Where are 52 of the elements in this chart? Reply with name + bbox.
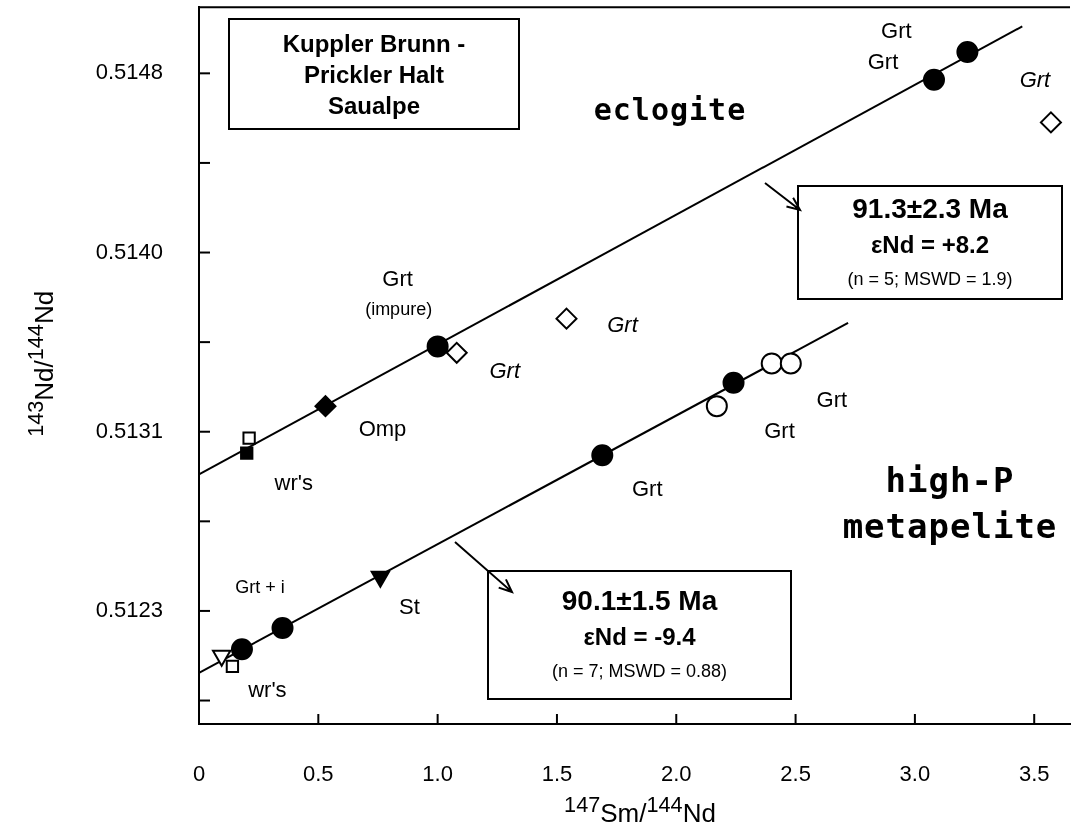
y-tick-label: 0.5148 xyxy=(95,59,163,85)
y-tick-label: 0.5123 xyxy=(95,597,163,622)
annotation: Grt xyxy=(881,18,912,44)
annotation: St xyxy=(398,593,420,619)
point xyxy=(426,335,449,358)
annotation: Grt + i xyxy=(235,577,285,598)
x-tick-label: 2.5 xyxy=(780,761,811,787)
x-tick-label: 0 xyxy=(192,761,206,787)
annotation: Grt xyxy=(867,48,899,74)
point xyxy=(956,41,979,63)
point xyxy=(240,446,254,460)
x-tick-label: 1.0 xyxy=(422,761,453,787)
x-axis-title: $^{147}$Sm/$^{144}$Nd xyxy=(563,791,717,830)
annotation: Grt xyxy=(764,417,795,443)
x-tick-label: 3.5 xyxy=(1018,761,1050,787)
point xyxy=(760,352,783,375)
point xyxy=(271,617,294,639)
annotation: Grt xyxy=(489,357,521,383)
x-tick-label: 3.0 xyxy=(899,761,931,787)
annotation: wr's xyxy=(273,470,313,496)
annotation: Grt xyxy=(1019,66,1052,92)
annotation: 91.3±2.3 Ma εNd = +8.2 (n = 5; MSWD = 1.9) xyxy=(847,191,1013,291)
text-box: Kuppler Brunn - Prickler Halt Saualpe xyxy=(228,18,520,130)
x-tick-label: 2.0 xyxy=(660,761,692,787)
point xyxy=(922,68,945,91)
point xyxy=(242,431,256,445)
annotation: Grt xyxy=(632,476,663,502)
point xyxy=(230,638,253,661)
text-box: 91.3±2.3 Ma εNd = +8.2 (n = 5; MSWD = 1.9) xyxy=(797,185,1063,300)
point xyxy=(555,307,578,330)
annotation: (impure) xyxy=(365,299,433,320)
annotation: 90.1±1.5 Ma εNd = -9.4 (n = 7; MSWD = 0.88) xyxy=(551,584,728,683)
point xyxy=(591,444,614,467)
annotation: eclogite xyxy=(592,91,748,129)
point xyxy=(225,659,240,674)
x-tick-label: 1.5 xyxy=(541,761,573,787)
point xyxy=(705,395,728,418)
point xyxy=(314,395,337,418)
point xyxy=(445,341,468,364)
annotation: Grt xyxy=(816,386,848,412)
point xyxy=(779,352,802,375)
annotation: Omp xyxy=(358,416,407,442)
y-tick-label: 0.5140 xyxy=(95,238,163,264)
point xyxy=(1039,111,1062,134)
y-tick-label: 0.5131 xyxy=(95,417,163,443)
text-box: 90.1±1.5 Ma εNd = -9.4 (n = 7; MSWD = 0.88) xyxy=(487,570,792,700)
point xyxy=(722,371,745,394)
annotation: Grt xyxy=(382,266,413,292)
annotation: Grt xyxy=(607,311,639,337)
annotation: high-P metapelite xyxy=(841,459,1059,548)
annotation: wr's xyxy=(247,677,287,703)
x-tick-label: 0.5 xyxy=(303,761,334,787)
